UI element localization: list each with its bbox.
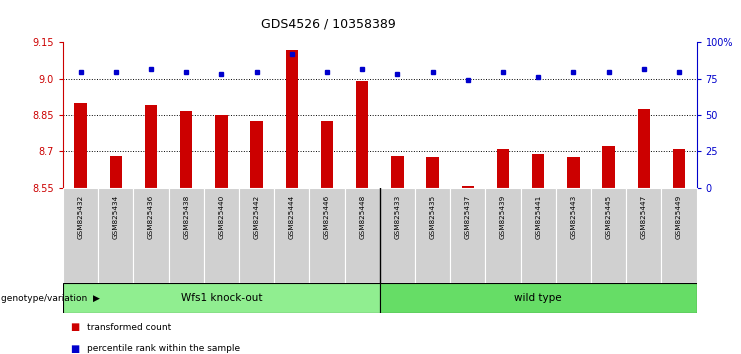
Text: GSM825433: GSM825433 [394,194,400,239]
Bar [321,121,333,188]
Bar [215,115,227,188]
Bar [485,188,520,283]
Bar [415,188,450,283]
Bar [356,81,368,188]
Bar [239,188,274,283]
Bar [345,188,379,283]
Bar [180,112,193,188]
Bar [591,188,626,283]
Bar [450,188,485,283]
Bar [637,109,650,188]
Bar [520,188,556,283]
Bar [567,158,579,188]
Bar [168,188,204,283]
Text: GSM825442: GSM825442 [253,194,259,239]
Bar [204,188,239,283]
Text: GSM825440: GSM825440 [219,194,225,239]
Text: ■: ■ [70,344,79,354]
Bar [274,188,309,283]
Text: GDS4526 / 10358389: GDS4526 / 10358389 [261,18,395,31]
Bar [63,283,379,313]
Bar [98,188,133,283]
Bar [285,50,298,188]
Bar [391,156,404,188]
Bar [532,154,545,188]
Text: genotype/variation  ▶: genotype/variation ▶ [1,294,99,303]
Bar [63,188,98,283]
Bar [310,188,345,283]
Text: GSM825437: GSM825437 [465,194,471,239]
Text: GSM825449: GSM825449 [676,194,682,239]
Bar [250,121,263,188]
Text: GSM825443: GSM825443 [571,194,576,239]
Bar [462,187,474,188]
Text: GSM825447: GSM825447 [641,194,647,239]
Text: GSM825434: GSM825434 [113,194,119,239]
Bar [379,188,415,283]
Bar [661,188,697,283]
Bar [144,105,157,188]
Text: GSM825435: GSM825435 [430,194,436,239]
Text: GSM825438: GSM825438 [183,194,189,239]
Bar [496,149,509,188]
Bar [379,283,697,313]
Text: GSM825444: GSM825444 [289,194,295,239]
Text: GSM825432: GSM825432 [78,194,84,239]
Bar [110,156,122,188]
Bar [74,103,87,188]
Text: percentile rank within the sample: percentile rank within the sample [87,344,240,353]
Text: GSM825445: GSM825445 [605,194,611,239]
Text: GSM825436: GSM825436 [148,194,154,239]
Text: GSM825448: GSM825448 [359,194,365,239]
Text: wild type: wild type [514,293,562,303]
Text: GSM825439: GSM825439 [500,194,506,239]
Bar [426,158,439,188]
Text: GSM825446: GSM825446 [324,194,330,239]
Bar [602,147,615,188]
Bar [556,188,591,283]
Bar [133,188,168,283]
Text: Wfs1 knock-out: Wfs1 knock-out [181,293,262,303]
Bar [626,188,661,283]
Text: transformed count: transformed count [87,323,171,332]
Text: GSM825441: GSM825441 [535,194,541,239]
Bar [673,149,685,188]
Text: ■: ■ [70,322,79,332]
